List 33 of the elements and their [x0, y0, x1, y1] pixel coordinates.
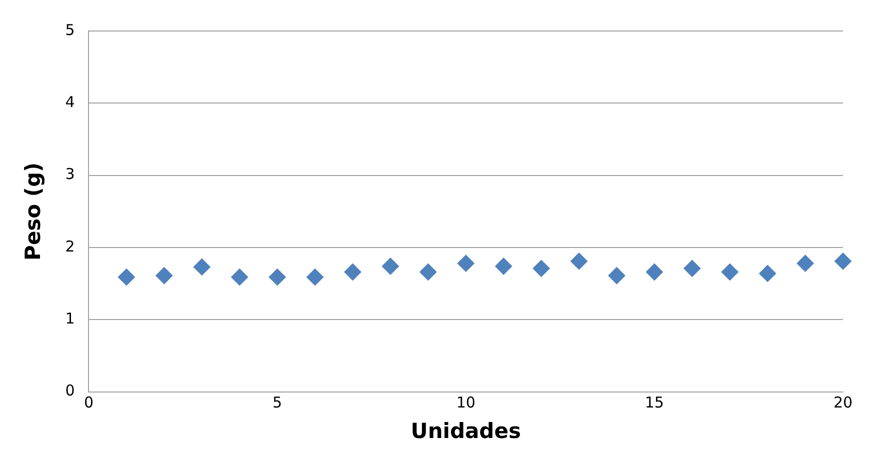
point [796, 254, 814, 272]
point [532, 260, 550, 277]
y-tick-label: 5 [65, 20, 75, 39]
point [457, 254, 474, 272]
point [382, 258, 399, 275]
point [344, 264, 362, 281]
y-tick-label: 3 [65, 165, 75, 184]
x-tick-label: 10 [456, 394, 476, 412]
point [306, 268, 324, 286]
point [495, 258, 512, 275]
point [834, 252, 852, 270]
point [570, 252, 588, 270]
point [118, 268, 135, 286]
y-axis-title: Peso (g) [21, 162, 46, 260]
point [420, 264, 437, 281]
point [608, 267, 626, 284]
point [721, 264, 738, 281]
x-tick-label: 5 [272, 394, 282, 412]
point [268, 268, 286, 286]
point [684, 260, 701, 277]
y-tick-label: 4 [65, 93, 75, 112]
x-tick-label: 20 [833, 394, 853, 412]
point [156, 267, 173, 284]
x-tick-label: 0 [84, 394, 94, 412]
point [193, 258, 210, 276]
y-tick-label: 1 [65, 310, 75, 328]
point [231, 268, 248, 286]
y-tick-label: 2 [65, 237, 75, 256]
x-axis-title: Unidades [410, 418, 521, 443]
point [646, 264, 663, 281]
y-tick-label: 0 [65, 382, 75, 400]
x-tick-label: 15 [644, 394, 664, 412]
point [759, 264, 776, 282]
